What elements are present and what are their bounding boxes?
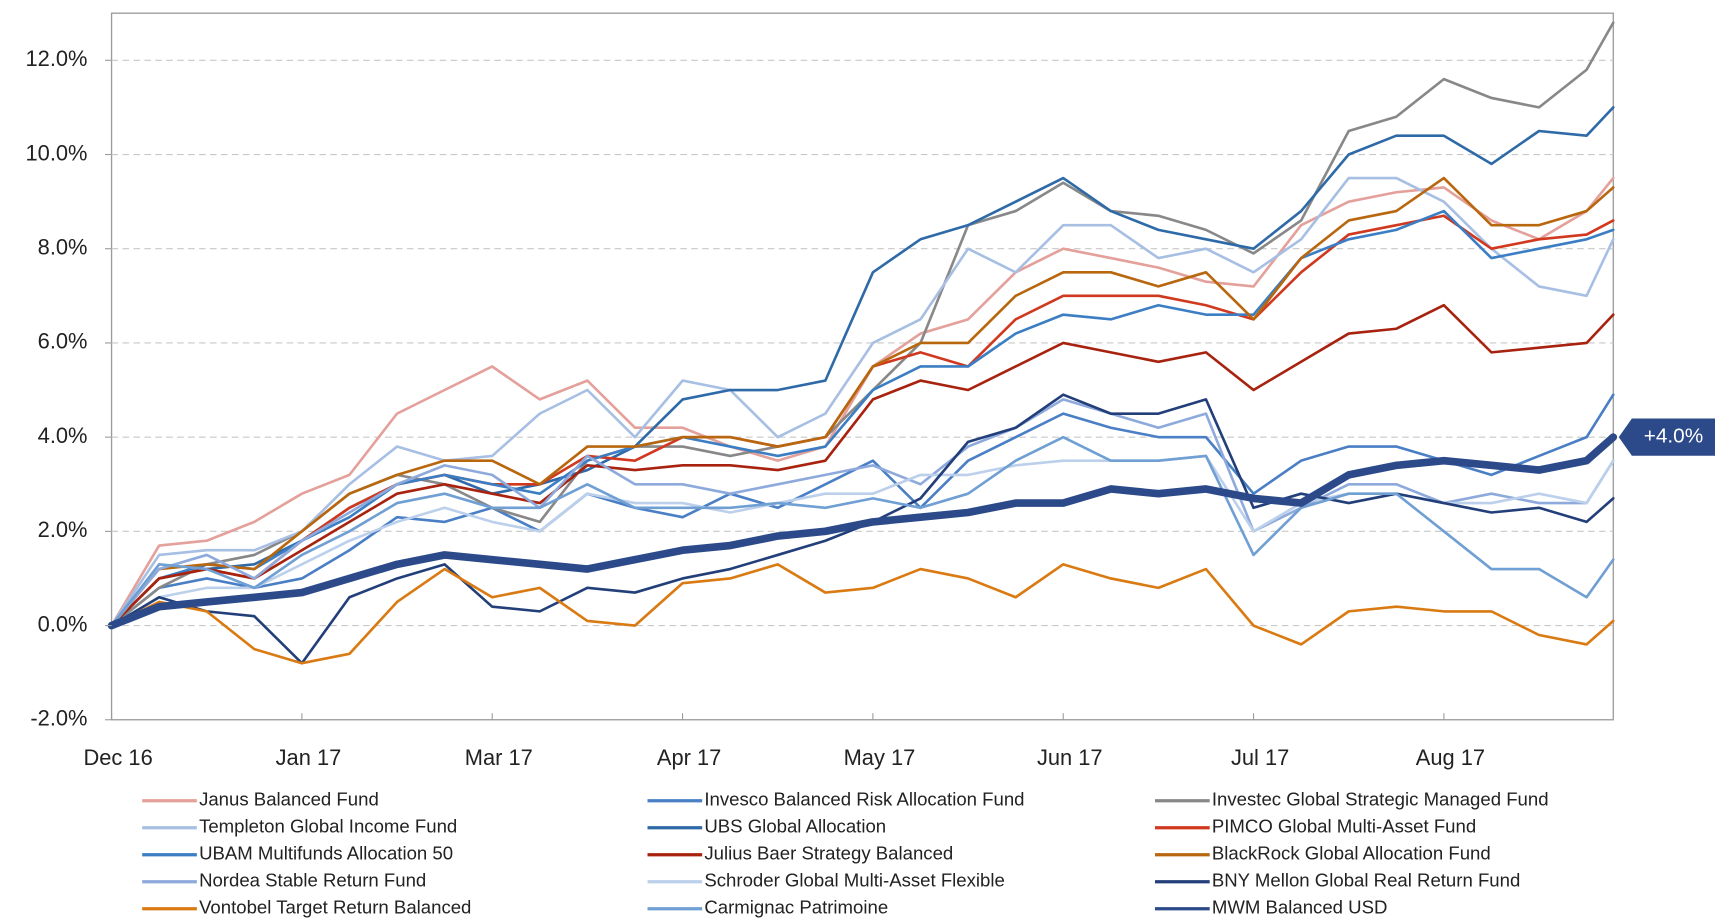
grid [111, 59, 1614, 627]
legend-label: BlackRock Global Allocation Fund [1212, 843, 1491, 864]
series-line [110, 176, 1615, 627]
series-line [110, 398, 1615, 627]
legend-label: Carmignac Patrimoine [704, 897, 888, 918]
y-tick-label: 8.0% [38, 235, 88, 260]
legend-label: PIMCO Global Multi-Asset Fund [1212, 816, 1476, 837]
legend-label: Julius Baer Strategy Balanced [704, 843, 953, 864]
series-line [110, 303, 1615, 627]
series-line [110, 563, 1615, 665]
legend-label: Nordea Stable Return Fund [199, 870, 426, 891]
y-tick-label: 12.0% [26, 46, 88, 71]
series-line [110, 214, 1615, 627]
lines: +4.0% [107, 21, 1715, 665]
legend-label: Templeton Global Income Fund [199, 816, 457, 837]
x-tick-label: Dec 16 [83, 745, 152, 770]
series-line [110, 435, 1615, 627]
legend-label: Invesco Balanced Risk Allocation Fund [704, 789, 1024, 810]
x-tick-label: Aug 17 [1416, 745, 1485, 770]
x-tick-label: Apr 17 [657, 745, 721, 770]
legend-label: UBAM Multifunds Allocation 50 [199, 843, 453, 864]
legend-label: MWM Balanced USD [1212, 897, 1388, 918]
plot-frame [110, 12, 1614, 721]
x-tick-label: Jul 17 [1231, 745, 1289, 770]
legend-label: Schroder Global Multi-Asset Flexible [704, 870, 1004, 891]
x-tick-label: Jun 17 [1037, 745, 1103, 770]
legend: Janus Balanced Fund Invesco Balanced Risk… [142, 789, 1549, 918]
x-tick-label: May 17 [844, 745, 916, 770]
y-tick-label: 2.0% [38, 517, 88, 542]
series-line [110, 176, 1615, 627]
annotation-box [1618, 418, 1715, 456]
legend-label: Vontobel Target Return Balanced [199, 897, 471, 918]
y-tick-label: 10.0% [26, 140, 88, 165]
x-tick-label: Jan 17 [276, 745, 342, 770]
legend-label: UBS Global Allocation [704, 816, 886, 837]
legend-label: Investec Global Strategic Managed Fund [1212, 789, 1549, 810]
y-tick-label: 0.0% [38, 611, 88, 636]
annotation: +4.0% [1644, 425, 1703, 448]
series-line [107, 433, 1618, 630]
y-tick-label: 4.0% [38, 423, 88, 448]
x-tick-label: Mar 17 [465, 745, 533, 770]
axes: -2.0% 0.0% 2.0% 4.0% 6.0% 8.0% 10.0% 12.0% Dec 1… [26, 46, 1486, 770]
series-line [110, 209, 1615, 627]
series-line [110, 393, 1615, 627]
y-tick-label: 6.0% [38, 329, 88, 354]
series-line [110, 21, 1615, 627]
y-tick-label: -2.0% [30, 706, 87, 731]
series-line [110, 454, 1615, 627]
legend-label: Janus Balanced Fund [199, 789, 379, 810]
legend-label: BNY Mellon Global Real Return Fund [1212, 870, 1520, 891]
